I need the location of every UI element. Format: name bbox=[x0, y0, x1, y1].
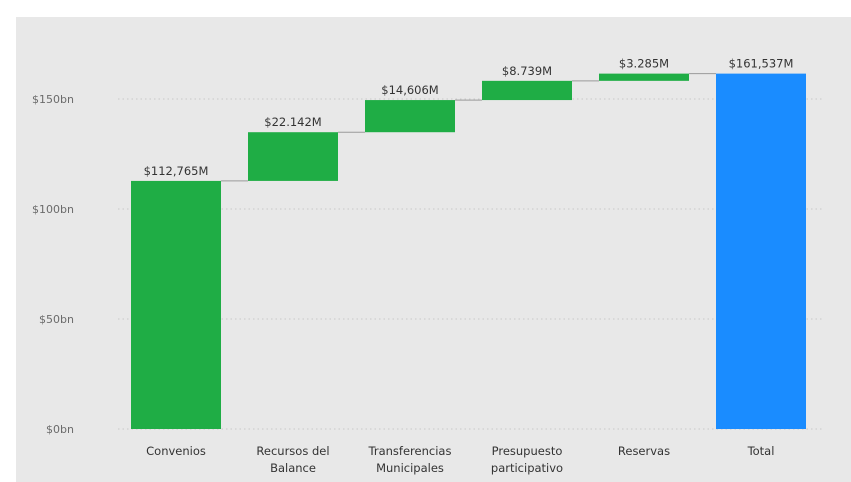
category-label-line: participativo bbox=[491, 461, 563, 475]
category-label: Convenios bbox=[146, 444, 206, 458]
category-label-line: Total bbox=[747, 444, 775, 458]
increase-bar bbox=[248, 132, 338, 181]
data-label: $112,765M bbox=[144, 164, 209, 178]
data-label: $161,537M bbox=[729, 57, 794, 71]
total-bar bbox=[716, 73, 806, 430]
category-label: Transferencias Municipales bbox=[368, 444, 452, 475]
gridlines bbox=[118, 98, 822, 430]
increase-bar bbox=[131, 180, 221, 429]
data-label: $14,606M bbox=[381, 83, 438, 97]
category-label: Recursos del Balance bbox=[256, 444, 329, 475]
y-tick-label: $50bn bbox=[39, 313, 74, 326]
category-label-line: Municipales bbox=[376, 461, 444, 475]
increase-bar bbox=[482, 80, 572, 101]
data-labels: $112,765M $22.142M $14,606M $8.739M $3.285M $… bbox=[144, 57, 794, 178]
data-label: $3.285M bbox=[619, 57, 669, 71]
y-tick-label: $0bn bbox=[46, 423, 74, 436]
data-label: $8.739M bbox=[502, 64, 552, 78]
category-label-line: Recursos del bbox=[256, 444, 329, 458]
data-label: $22.142M bbox=[264, 115, 321, 129]
y-tick-label: $100bn bbox=[32, 203, 74, 216]
bars bbox=[131, 73, 806, 430]
y-tick-label: $150bn bbox=[32, 93, 74, 106]
increase-bar bbox=[599, 73, 689, 81]
y-axis-ticks: $0bn $50bn $100bn $150bn bbox=[32, 93, 74, 436]
x-axis-categories: Convenios Recursos del Balance Transferenci… bbox=[146, 444, 774, 475]
category-label-line: Reservas bbox=[618, 444, 670, 458]
category-label-line: Convenios bbox=[146, 444, 206, 458]
category-label-line: Transferencias bbox=[368, 444, 452, 458]
category-label-line: Balance bbox=[270, 461, 316, 475]
connectors bbox=[221, 73, 716, 182]
category-label: Presupuesto participativo bbox=[491, 444, 563, 475]
category-label: Total bbox=[747, 444, 775, 458]
category-label: Reservas bbox=[618, 444, 670, 458]
category-label-line: Presupuesto bbox=[492, 444, 563, 458]
increase-bar bbox=[365, 100, 455, 133]
